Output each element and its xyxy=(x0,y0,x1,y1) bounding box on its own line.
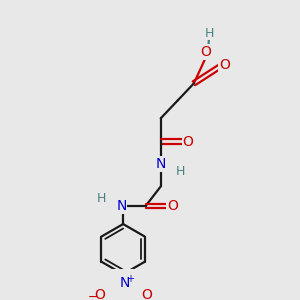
Text: N: N xyxy=(156,157,166,171)
Text: H: H xyxy=(176,165,185,178)
Text: +: + xyxy=(126,274,134,284)
Text: H: H xyxy=(97,193,106,206)
Text: N: N xyxy=(116,199,127,213)
Text: O: O xyxy=(94,288,105,300)
Text: O: O xyxy=(219,58,230,72)
Text: N: N xyxy=(120,276,130,290)
Text: O: O xyxy=(141,288,152,300)
Text: O: O xyxy=(167,199,178,213)
Text: −: − xyxy=(87,291,98,300)
Text: O: O xyxy=(200,45,211,59)
Text: H: H xyxy=(205,27,214,40)
Text: O: O xyxy=(182,135,193,148)
